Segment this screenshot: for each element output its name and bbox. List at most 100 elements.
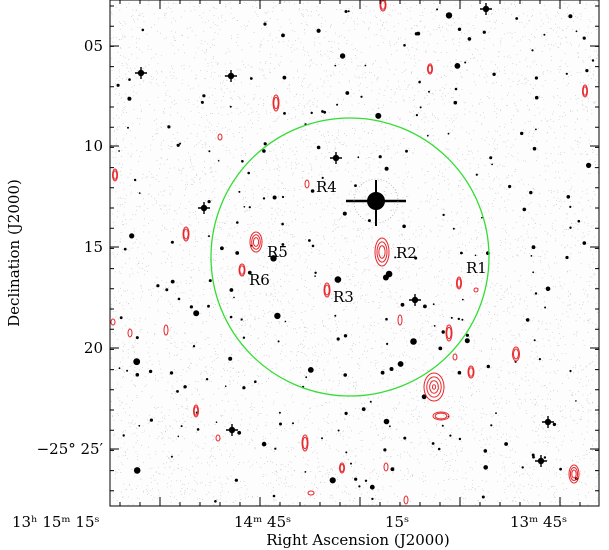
star (418, 80, 421, 84)
radio-contour (571, 469, 577, 479)
region-label-r1: R1 (466, 259, 487, 277)
bright-star-small (409, 294, 421, 306)
star (532, 146, 537, 151)
star (177, 435, 180, 438)
radio-contour (307, 490, 315, 496)
star (569, 369, 572, 373)
star (449, 434, 452, 437)
star (383, 418, 390, 425)
star (170, 455, 173, 458)
star (367, 219, 371, 223)
star (247, 270, 252, 275)
star (343, 373, 348, 377)
star (344, 411, 348, 415)
star (397, 361, 404, 367)
star (278, 411, 281, 414)
radio-contour (456, 276, 462, 290)
bright-star-small (198, 202, 210, 214)
dec-tick-label: 20 (84, 339, 103, 357)
star (522, 207, 527, 212)
star (495, 412, 497, 415)
star (336, 103, 339, 106)
star (458, 437, 462, 441)
axis-ticks (110, 0, 599, 506)
star (582, 36, 586, 40)
star (543, 33, 546, 36)
star (533, 339, 536, 342)
star (208, 150, 211, 153)
star (343, 334, 348, 338)
star (520, 131, 524, 136)
star (334, 276, 342, 283)
star (214, 500, 217, 503)
star (237, 430, 242, 435)
star (133, 358, 141, 366)
star (183, 385, 187, 389)
star (534, 76, 539, 80)
star (364, 479, 368, 482)
star (133, 467, 141, 474)
region-labels: R1 R2 R3 R4 R5 R6 (249, 178, 487, 306)
radio-contour (426, 376, 442, 398)
star (403, 44, 406, 47)
star (489, 156, 493, 160)
star (508, 184, 512, 189)
star (236, 221, 239, 224)
star (305, 376, 308, 379)
star (450, 316, 453, 319)
radio-contour (513, 348, 519, 360)
radio-contour (110, 318, 116, 326)
bright-star (346, 178, 406, 226)
star (354, 477, 358, 481)
radio-contour (512, 346, 520, 362)
star (453, 100, 458, 105)
star (345, 451, 348, 454)
radio-contour (446, 326, 452, 340)
star (460, 251, 463, 255)
star (538, 358, 542, 361)
star (566, 195, 571, 199)
star (243, 206, 246, 208)
star (311, 244, 315, 248)
star (492, 72, 496, 77)
star (310, 111, 313, 115)
radio-contour (374, 237, 390, 267)
star (445, 12, 453, 19)
star (323, 110, 327, 114)
radio-contour (383, 462, 389, 472)
radio-contour (568, 464, 580, 484)
star (426, 134, 429, 137)
star (170, 279, 175, 284)
star (138, 424, 141, 427)
plot-frame (109, 0, 600, 507)
star (354, 184, 357, 188)
radio-contour (239, 265, 245, 275)
star (281, 33, 285, 38)
star (192, 345, 196, 348)
star (118, 150, 120, 152)
bright-star-small (480, 3, 492, 15)
star (334, 64, 337, 67)
star (390, 467, 395, 472)
radio-contour (427, 63, 433, 75)
radio-contour (380, 0, 386, 10)
ra-tick-label: 15ˢ (385, 513, 409, 531)
radio-contour (324, 284, 330, 296)
star (170, 240, 174, 244)
star (169, 371, 174, 375)
star (482, 30, 486, 34)
star (490, 424, 493, 427)
radio-contour (397, 314, 403, 326)
ra-tick-label: 14ᵐ 45ˢ (234, 513, 291, 531)
star (247, 171, 250, 175)
star (532, 271, 535, 274)
star (415, 114, 418, 117)
star (531, 453, 535, 457)
star (384, 166, 389, 171)
star (530, 255, 533, 257)
star (357, 156, 360, 159)
radio-contour (193, 406, 199, 416)
bright-star-small (135, 67, 147, 79)
star (304, 471, 307, 473)
star (358, 485, 361, 488)
